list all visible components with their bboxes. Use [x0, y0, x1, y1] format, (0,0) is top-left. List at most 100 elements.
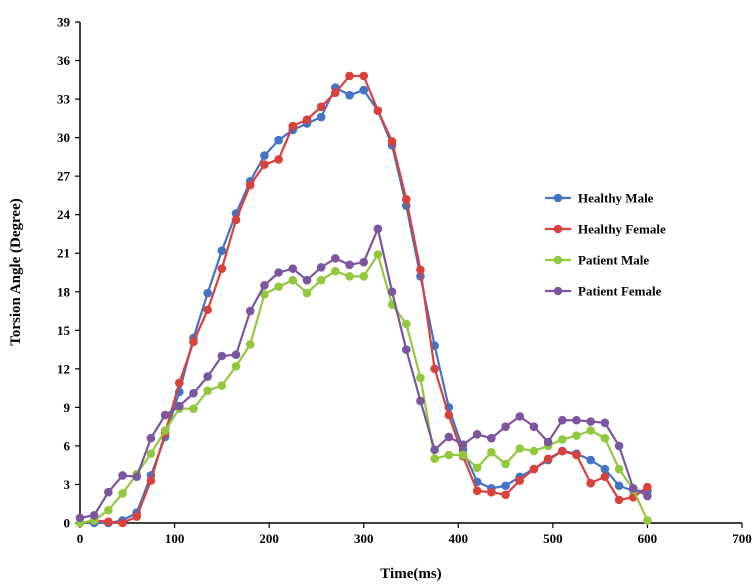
y-tick-label: 9 [64, 400, 71, 415]
data-point [458, 440, 468, 449]
y-tick-label: 0 [64, 516, 71, 531]
y-tick-label: 3 [64, 477, 71, 492]
data-point [529, 446, 539, 456]
data-point [316, 112, 326, 122]
data-point [175, 401, 184, 411]
data-point [132, 472, 142, 482]
data-point [558, 446, 567, 456]
data-point [231, 361, 241, 371]
y-tick-label: 27 [57, 169, 71, 184]
data-point [472, 430, 482, 439]
data-point [472, 486, 482, 496]
x-axis-title: Time(ms) [380, 566, 441, 582]
data-point [614, 495, 624, 505]
legend-swatch-marker [553, 255, 563, 265]
legend: Healthy Male Healthy Female Patient Male Pa… [545, 191, 666, 299]
data-point [643, 491, 652, 501]
data-point [373, 224, 383, 234]
legend-swatch-marker [553, 224, 563, 234]
legend-swatch-marker [553, 193, 563, 203]
data-point [245, 340, 255, 349]
data-point [401, 194, 411, 204]
data-point [203, 288, 212, 298]
y-tick-label: 6 [64, 438, 71, 453]
data-point [430, 445, 439, 455]
data-point [586, 455, 595, 465]
data-point [501, 481, 510, 491]
data-point [160, 426, 170, 435]
data-point [118, 471, 127, 480]
data-point [345, 71, 354, 81]
y-tick-label: 33 [57, 92, 71, 107]
series-line [79, 74, 649, 525]
data-point [543, 437, 553, 447]
data-point [75, 513, 85, 523]
data-point [203, 372, 212, 381]
data-point [614, 441, 624, 451]
data-point [572, 450, 581, 460]
data-point [558, 435, 567, 444]
legend-item: Patient Female [545, 284, 662, 299]
data-point [331, 254, 340, 263]
data-point [529, 464, 539, 474]
y-tick-label: 21 [57, 246, 70, 261]
data-point [245, 306, 255, 316]
data-point [189, 337, 198, 347]
data-point [160, 410, 170, 420]
data-point [345, 260, 354, 270]
data-point [146, 476, 156, 485]
data-point [359, 272, 369, 281]
legend-label: Healthy Female [578, 222, 666, 237]
legend-item: Healthy Female [545, 222, 666, 237]
data-point [430, 454, 439, 464]
y-tick-label: 12 [57, 361, 70, 376]
data-point [600, 418, 610, 428]
data-point [614, 481, 624, 491]
data-point [260, 281, 269, 290]
data-point [458, 450, 468, 460]
x-tick-label: 500 [543, 531, 563, 546]
data-point [274, 268, 283, 277]
x-tick-label: 700 [732, 531, 752, 546]
data-point [558, 415, 567, 425]
x-tick-labels: 0 100 200 300 400 500 600 700 [77, 531, 752, 546]
data-point [401, 345, 411, 354]
x-tick-label: 100 [165, 531, 185, 546]
y-tick-label: 18 [57, 284, 71, 299]
data-point [260, 151, 269, 160]
x-tick-label: 300 [354, 531, 374, 546]
data-point [416, 265, 425, 275]
data-point [444, 432, 454, 442]
data-point [104, 487, 113, 497]
x-tick-label: 400 [449, 531, 469, 546]
data-point [217, 351, 227, 361]
legend-label: Patient Female [578, 284, 662, 299]
data-point [302, 288, 312, 298]
series-layer [75, 71, 652, 528]
data-point [430, 364, 439, 374]
data-point [231, 215, 241, 225]
x-tick-label: 600 [638, 531, 658, 546]
data-point [345, 272, 354, 281]
data-point [189, 404, 198, 413]
data-point [231, 350, 241, 360]
data-point [316, 263, 326, 272]
x-tick-label: 200 [259, 531, 279, 546]
data-point [416, 396, 425, 406]
series-line [79, 253, 649, 525]
data-point [89, 510, 99, 520]
data-point [387, 287, 397, 297]
legend-label: Patient Male [578, 253, 649, 268]
series-healthy-female [75, 71, 652, 528]
data-point [288, 264, 298, 273]
y-axis-title: Torsion Angle (Degree) [8, 198, 24, 346]
data-point [600, 472, 610, 482]
series-healthy-male [75, 83, 652, 528]
data-point [274, 135, 283, 145]
data-point [274, 155, 283, 164]
data-point [643, 482, 652, 492]
legend-item: Patient Male [545, 253, 649, 268]
data-point [614, 464, 624, 474]
data-point [501, 490, 510, 500]
